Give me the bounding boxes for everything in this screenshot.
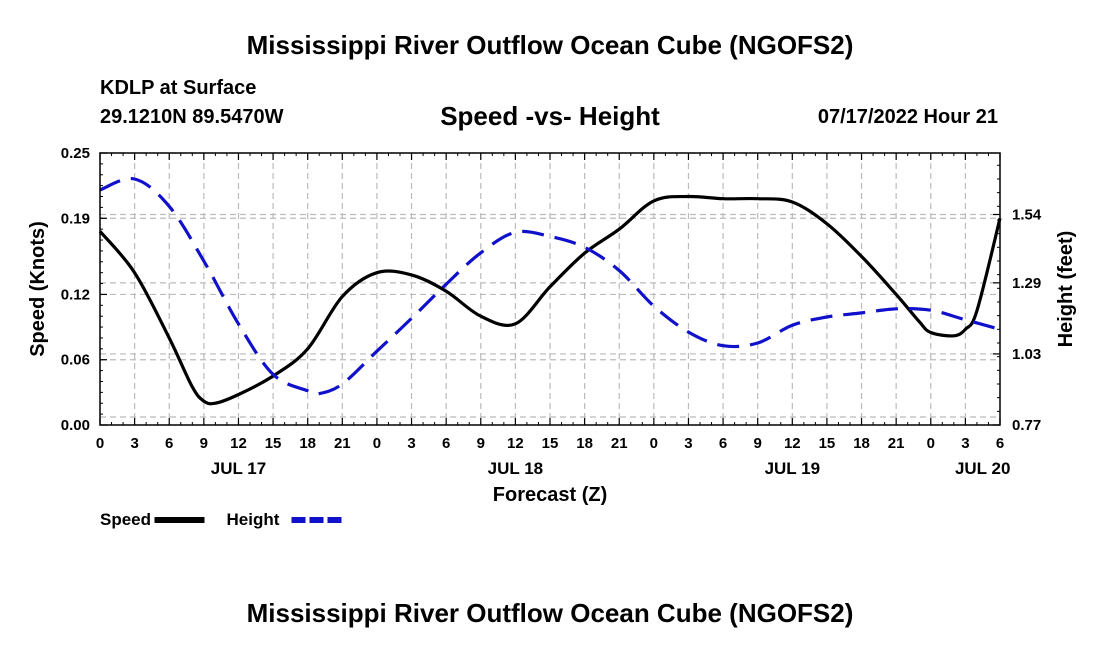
- x-tick-label: 12: [507, 435, 524, 452]
- grid-lines: [100, 152, 1000, 425]
- x-tick-label: 6: [996, 435, 1004, 452]
- x-date-label: JUL 17: [211, 459, 266, 478]
- y2-tick-label: 1.03: [1012, 346, 1041, 363]
- x-tick-label: 6: [165, 435, 173, 452]
- y2-tick-label: 1.29: [1012, 275, 1041, 292]
- x-tick-label: 6: [719, 435, 727, 452]
- x-tick-label: 15: [265, 435, 282, 452]
- speed-series-line: [98, 194, 1002, 406]
- axis-ticks: [99, 152, 1001, 426]
- x-tick-label: 3: [961, 435, 969, 452]
- x-tick-label: 15: [542, 435, 559, 452]
- x-tick-label: 3: [684, 435, 692, 452]
- x-tick-label: 3: [130, 435, 138, 452]
- x-tick-label: 0: [927, 435, 935, 452]
- x-tick-label: 3: [407, 435, 415, 452]
- x-tick-label: 0: [373, 435, 381, 452]
- x-tick-label: 21: [888, 435, 905, 452]
- legend-label-speed: Speed: [100, 510, 151, 529]
- x-date-label: JUL 19: [765, 459, 820, 478]
- x-date-label: JUL 18: [488, 459, 543, 478]
- y-tick-label: 0.06: [61, 352, 90, 369]
- y-tick-label: 0.19: [61, 210, 90, 227]
- x-tick-label: 12: [230, 435, 247, 452]
- x-tick-label: 15: [819, 435, 836, 452]
- y2-tick-label: 1.54: [1012, 207, 1042, 224]
- x-tick-label: 21: [611, 435, 628, 452]
- forecast-datetime: 07/17/2022 Hour 21: [817, 106, 998, 128]
- y-tick-label: 0.00: [61, 417, 90, 434]
- x-tick-label: 9: [477, 435, 485, 452]
- x-tick-label: 9: [754, 435, 762, 452]
- y2-tick-label: 0.77: [1012, 417, 1041, 434]
- x-tick-label: 18: [853, 435, 870, 452]
- x-axis-label: Forecast (Z): [493, 484, 607, 506]
- station-coordinates: 29.1210N 89.5470W: [100, 106, 284, 128]
- x-tick-label: 18: [576, 435, 593, 452]
- chart-subtitle: Speed -vs- Height: [440, 101, 660, 131]
- x-tick-label: 0: [96, 435, 104, 452]
- x-tick-label: 9: [200, 435, 208, 452]
- height-series-line: [99, 176, 1001, 396]
- y-tick-label: 0.25: [61, 145, 90, 162]
- chart-title: Mississippi River Outflow Ocean Cube (NG…: [246, 30, 854, 60]
- x-tick-label: 0: [650, 435, 658, 452]
- legend: Speed Height: [100, 510, 342, 529]
- axis-tick-labels: 0 3 6 9 12 15 18 21 0 3 6 9 12 15 18 21 0 3 6 9 12 15 18 21 0 3 6 J…: [61, 145, 1042, 478]
- x-tick-label: 6: [442, 435, 450, 452]
- x-tick-label: 12: [784, 435, 801, 452]
- y2-axis-label: Height (feet): [1055, 231, 1077, 348]
- station-label: KDLP at Surface: [100, 77, 257, 99]
- legend-label-height: Height: [227, 510, 280, 529]
- x-tick-label: 18: [299, 435, 316, 452]
- x-tick-label: 21: [334, 435, 351, 452]
- x-date-label: JUL 20: [955, 459, 1010, 478]
- series-lines: [98, 176, 1002, 406]
- footer-title: Mississippi River Outflow Ocean Cube (NG…: [246, 598, 854, 628]
- y-axis-label: Speed (Knots): [27, 221, 49, 357]
- y-tick-label: 0.12: [61, 286, 90, 303]
